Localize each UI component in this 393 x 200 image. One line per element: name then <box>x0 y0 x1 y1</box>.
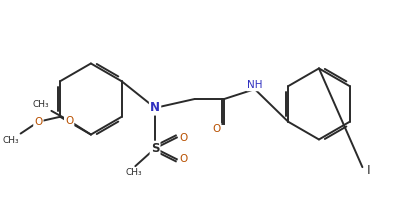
Text: CH₃: CH₃ <box>2 136 18 145</box>
Text: CH₃: CH₃ <box>125 168 141 177</box>
Text: O: O <box>180 133 188 143</box>
Text: O: O <box>212 124 220 134</box>
Text: I: I <box>367 164 370 177</box>
Text: N: N <box>150 101 160 114</box>
Text: O: O <box>65 116 73 126</box>
Text: S: S <box>151 142 159 155</box>
Text: O: O <box>34 117 42 127</box>
Text: NH: NH <box>247 80 263 90</box>
Text: O: O <box>180 154 188 164</box>
Text: CH₃: CH₃ <box>33 100 50 109</box>
